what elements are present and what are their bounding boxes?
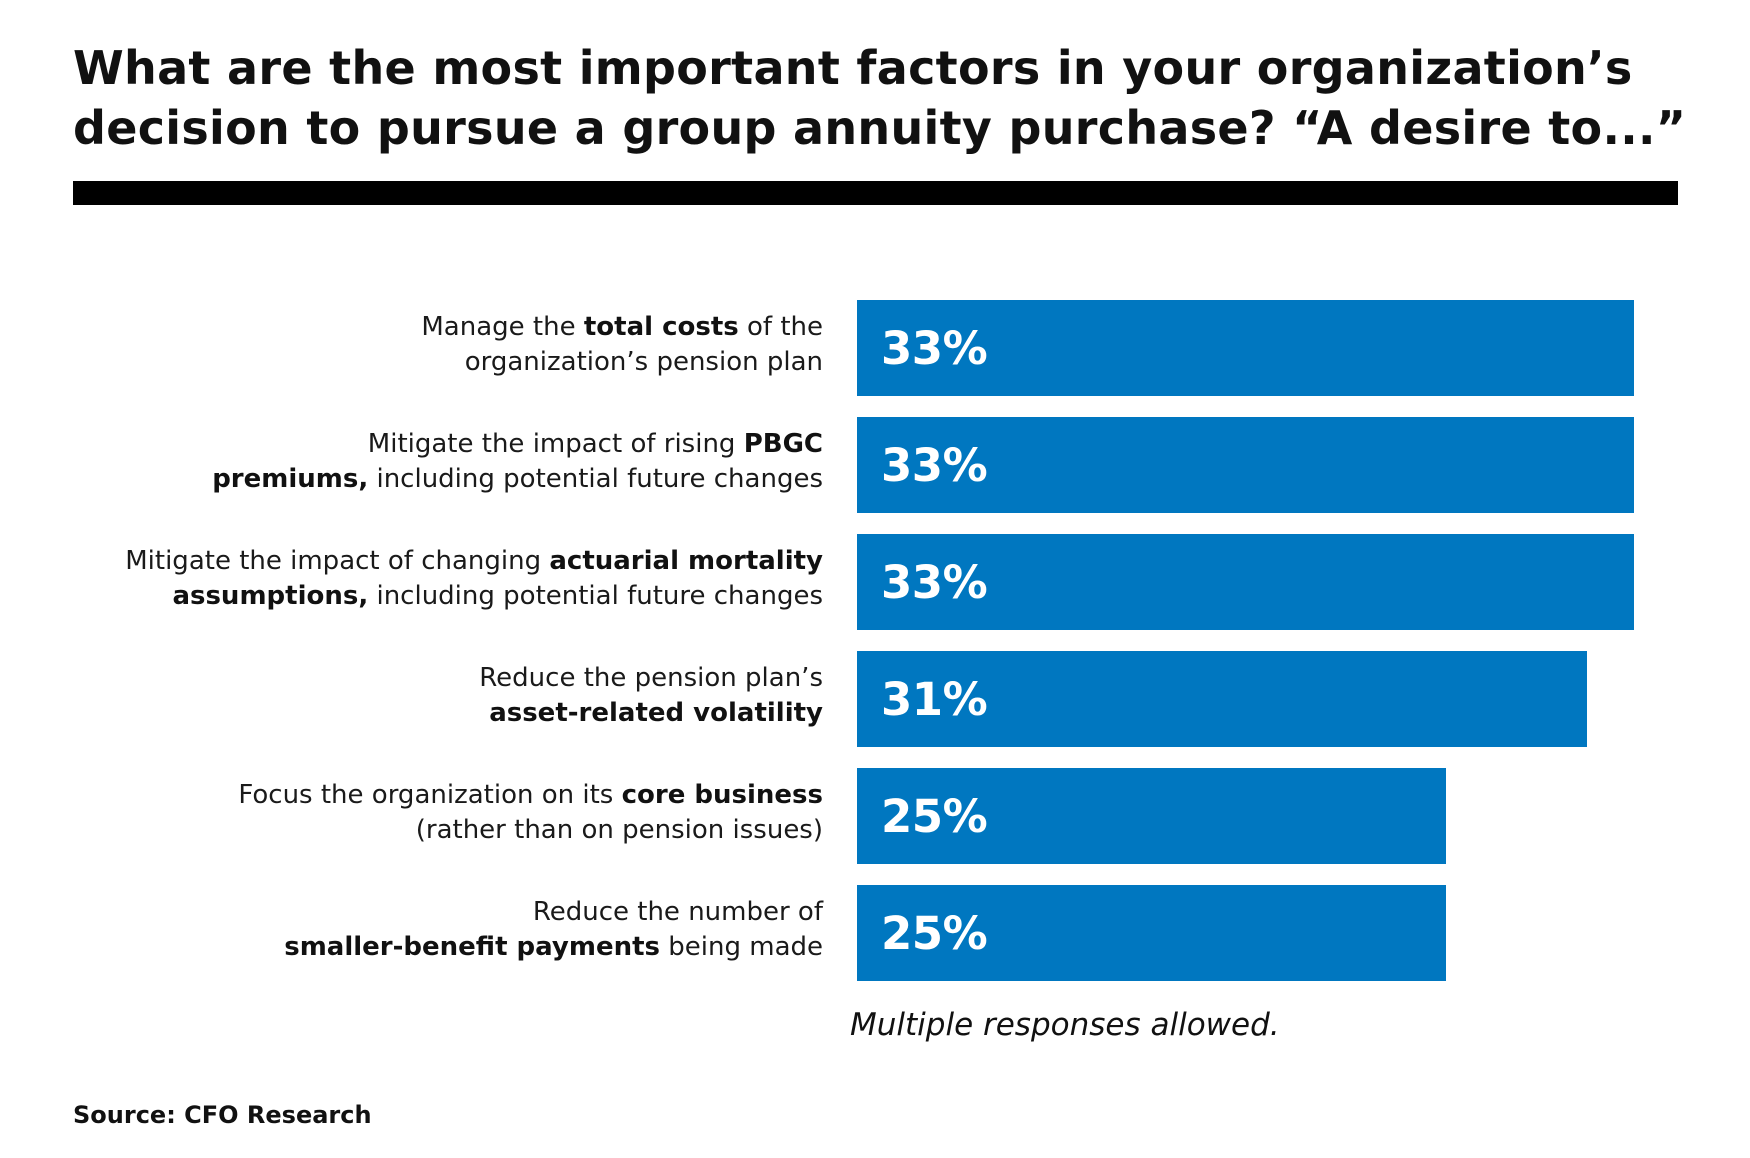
bar-value-label: 33% [881,555,988,609]
bar-value-label: 25% [881,789,988,843]
category-label-line: Manage the total costs of the [30,310,823,345]
category-label-emphasis: asset-related volatility [489,698,823,728]
bar-value-label: 33% [881,321,988,375]
category-label-text: Manage the [421,312,584,342]
category-label-emphasis: actuarial mortality [549,546,823,576]
category-label-text: including potential future changes [368,464,823,494]
category-label-line: Reduce the number of [30,895,823,930]
category-label: Manage the total costs of the organizatio… [30,310,823,380]
category-label-emphasis: core business [621,780,823,810]
bar: 25% [857,885,1446,981]
category-label-emphasis: premiums, [212,464,369,494]
chart-title-line-2: decision to pursue a group annuity purch… [73,101,1687,155]
category-label: Focus the organization on its core busin… [30,778,823,848]
bar-value-label: 31% [881,672,988,726]
category-label-emphasis: smaller-benefit payments [284,932,660,962]
chart-title-line-1: What are the most important factors in y… [73,41,1633,95]
title-divider [73,181,1678,205]
bar: 33% [857,534,1634,630]
category-label: Mitigate the impact of rising PBGC premiu… [30,427,823,497]
category-label-emphasis: assumptions, [172,581,369,611]
category-label-text: Mitigate the impact of rising [367,429,744,459]
category-label-line: Mitigate the impact of rising PBGC [30,427,823,462]
category-label-line: Reduce the pension plan’s [30,661,823,696]
category-label-emphasis: PBGC [743,429,823,459]
category-label-line: organization’s pension plan [30,345,823,380]
chart-title: What are the most important factors in y… [73,38,1693,158]
chart-note: Multiple responses allowed. [850,1007,1280,1043]
category-label-line: assumptions, including potential future … [30,579,823,614]
category-label-text: including potential future changes [368,581,823,611]
category-label-line: Mitigate the impact of changing actuaria… [30,544,823,579]
category-label-text: (rather than on pension issues) [415,815,823,845]
category-label: Mitigate the impact of changing actuaria… [30,544,823,614]
category-label-line: (rather than on pension issues) [30,813,823,848]
bar: 33% [857,300,1634,396]
category-label-text: Mitigate the impact of changing [125,546,550,576]
category-label: Reduce the number of smaller-benefit paym… [30,895,823,965]
category-label-line: asset-related volatility [30,696,823,731]
category-label: Reduce the pension plan’s asset-related v… [30,661,823,731]
category-label-text: organization’s pension plan [464,347,823,377]
category-label-text: being made [660,932,823,962]
category-label-text: of the [738,312,823,342]
bar: 33% [857,417,1634,513]
bar-value-label: 33% [881,438,988,492]
category-label-text: Reduce the pension plan’s [479,663,823,693]
category-label-line: Focus the organization on its core busin… [30,778,823,813]
category-label-emphasis: total costs [583,312,739,342]
bar-value-label: 25% [881,906,988,960]
category-label-text: Reduce the number of [532,897,823,927]
category-label-line: premiums, including potential future cha… [30,462,823,497]
category-label-text: Focus the organization on its [238,780,622,810]
bar: 31% [857,651,1587,747]
source-credit: Source: CFO Research [73,1101,372,1129]
bar: 25% [857,768,1446,864]
category-label-line: smaller-benefit payments being made [30,930,823,965]
